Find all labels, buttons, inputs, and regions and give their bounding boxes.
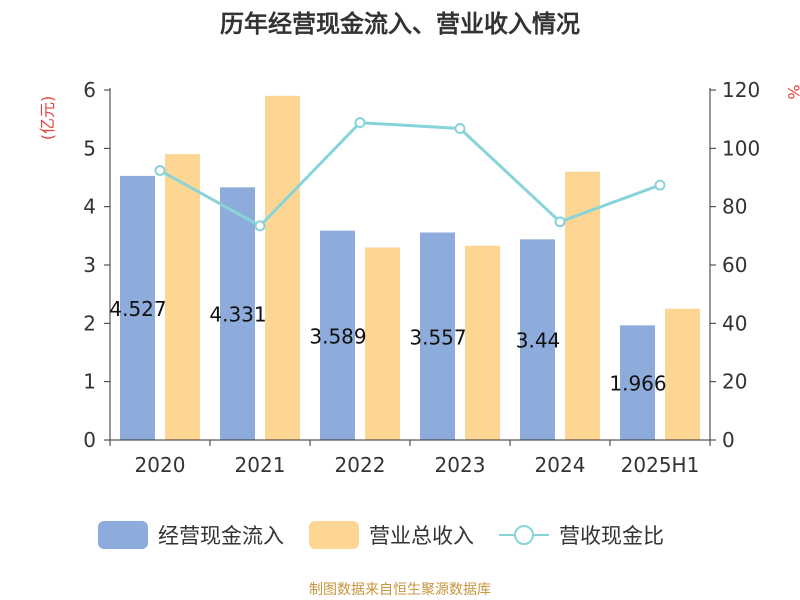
y-tick-label-right-60: 60 bbox=[722, 253, 747, 277]
y-tick-label-left-3: 3 bbox=[83, 253, 96, 277]
y-tick-label-left-6: 6 bbox=[83, 78, 96, 102]
legend-label-0: 经营现金流入 bbox=[158, 524, 284, 548]
bar-revenue-2022 bbox=[365, 247, 400, 440]
x-tick-label-2020: 2020 bbox=[135, 453, 186, 477]
y-tick-label-left-4: 4 bbox=[83, 195, 96, 219]
point-ratio-2025H1 bbox=[654, 179, 666, 191]
point-ratio-2024 bbox=[554, 216, 566, 228]
data-label-2024: 3.44 bbox=[516, 329, 561, 353]
x-tick-label-2023: 2023 bbox=[435, 453, 486, 477]
bar-revenue-2020 bbox=[165, 154, 200, 440]
data-label-2023: 3.557 bbox=[409, 325, 466, 349]
bar-revenue-2025H1 bbox=[665, 308, 700, 440]
bar-cashflow-2024 bbox=[520, 239, 555, 440]
bar-revenue-2023 bbox=[465, 245, 500, 440]
legend-swatch-1 bbox=[309, 521, 359, 549]
y-tick-label-right-40: 40 bbox=[722, 311, 747, 335]
point-ratio-2022 bbox=[354, 117, 366, 129]
line-ratio bbox=[159, 121, 661, 228]
y-tick-label-right-120: 120 bbox=[722, 78, 760, 102]
bar-cashflow-2021 bbox=[220, 187, 255, 440]
x-tick-label-2024: 2024 bbox=[535, 453, 586, 477]
x-tick-label-2022: 2022 bbox=[335, 453, 386, 477]
legend-marker-2 bbox=[514, 525, 534, 545]
y-tick-label-left-1: 1 bbox=[83, 370, 96, 394]
x-tick-label-2025H1: 2025H1 bbox=[621, 453, 700, 477]
legend-label-2: 营收现金比 bbox=[559, 524, 664, 548]
y-tick-label-right-20: 20 bbox=[722, 370, 747, 394]
point-ratio-2021 bbox=[254, 220, 266, 232]
y-tick-label-right-0: 0 bbox=[722, 428, 735, 452]
bar-cashflow-2023 bbox=[420, 232, 455, 440]
data-label-2025H1: 1.966 bbox=[609, 372, 666, 396]
y-tick-label-left-2: 2 bbox=[83, 311, 96, 335]
point-ratio-2020 bbox=[154, 165, 166, 176]
source-note: 制图数据来自恒生聚源数据库 bbox=[309, 582, 491, 598]
data-label-2022: 3.589 bbox=[309, 324, 366, 348]
data-label-2021: 4.331 bbox=[209, 303, 266, 327]
bar-cashflow-2020 bbox=[120, 175, 155, 441]
y-tick-label-left-0: 0 bbox=[83, 428, 96, 452]
legend-label-1: 营业总收入 bbox=[369, 524, 474, 548]
legend-swatch-0 bbox=[98, 521, 148, 549]
y-axis-title-left: (亿元) bbox=[38, 96, 57, 141]
bar-revenue-2024 bbox=[565, 171, 600, 440]
point-ratio-2023 bbox=[454, 123, 466, 134]
bar-revenue-2021 bbox=[265, 95, 300, 440]
data-label-2020: 4.527 bbox=[109, 297, 166, 321]
y-axis-title-right: % bbox=[784, 84, 800, 99]
y-tick-label-right-100: 100 bbox=[722, 136, 760, 160]
y-tick-label-left-5: 5 bbox=[83, 136, 96, 160]
chart-title: 历年经营现金流入、营业收入情况 bbox=[220, 10, 580, 38]
bar-cashflow-2022 bbox=[320, 230, 355, 440]
x-tick-label-2021: 2021 bbox=[235, 453, 286, 477]
y-tick-label-right-80: 80 bbox=[722, 195, 747, 219]
bar-cashflow-2025H1 bbox=[620, 325, 655, 440]
